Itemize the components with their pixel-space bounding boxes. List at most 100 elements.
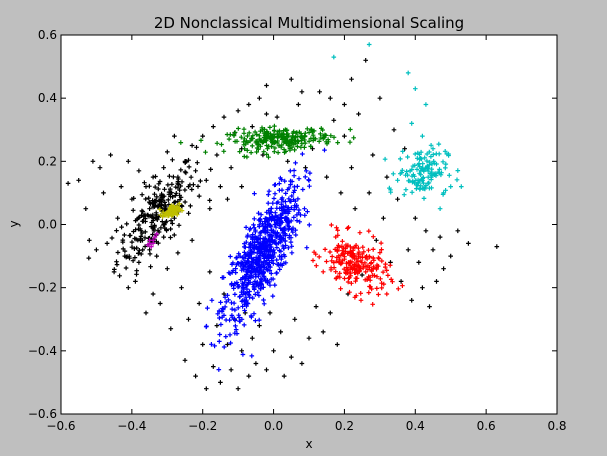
scatter-point: [239, 184, 244, 189]
scatter-point: [229, 313, 235, 318]
y-tick-label: 0.6: [38, 28, 57, 42]
scatter-point: [172, 215, 177, 221]
scatter-point: [152, 191, 157, 197]
scatter-point: [243, 225, 249, 230]
scatter-point: [285, 187, 290, 192]
scatter-point: [179, 285, 184, 290]
scatter-point: [228, 340, 233, 346]
scatter-point: [243, 267, 249, 272]
scatter-point: [261, 262, 266, 268]
scatter-point: [265, 249, 271, 254]
scatter-point: [244, 286, 250, 292]
scatter-point: [253, 361, 259, 366]
scatter-point: [114, 262, 120, 267]
scatter-point: [261, 297, 266, 303]
scatter-point: [268, 264, 273, 270]
scatter-point: [282, 207, 288, 212]
scatter-point: [267, 135, 273, 140]
scatter-point: [402, 146, 407, 151]
scatter-point: [269, 239, 275, 244]
scatter-point: [154, 231, 159, 237]
scatter-point: [417, 157, 422, 162]
scatter-point: [270, 214, 275, 220]
scatter-point: [304, 245, 310, 250]
scatter-point: [371, 234, 376, 239]
scatter-point: [155, 228, 161, 233]
scatter-point: [352, 253, 357, 259]
scatter-point: [332, 247, 338, 252]
scatter-point: [195, 184, 201, 189]
scatter-point: [166, 192, 172, 197]
scatter-point: [367, 278, 373, 283]
scatter-point: [308, 136, 314, 141]
scatter-point: [120, 246, 126, 252]
scatter-point: [293, 160, 298, 166]
scatter-point: [258, 236, 263, 241]
scatter-point: [247, 289, 252, 294]
scatter-point: [129, 244, 135, 250]
scatter-point: [428, 177, 434, 182]
scatter-point: [238, 277, 244, 282]
scatter-point: [233, 266, 238, 271]
scatter-point: [348, 270, 353, 276]
scatter-point: [221, 291, 227, 297]
scatter-point: [193, 373, 198, 379]
scatter-point: [245, 281, 251, 287]
scatter-point: [255, 240, 261, 245]
scatter-point: [429, 166, 434, 172]
scatter-point: [342, 254, 347, 259]
scatter-point: [305, 126, 310, 132]
scatter-point: [289, 144, 295, 150]
scatter-point: [209, 298, 215, 303]
scatter-point: [358, 291, 363, 296]
scatter-point: [236, 251, 241, 256]
scatter-point: [86, 255, 92, 261]
scatter-point: [295, 144, 300, 149]
y-tick-label: 0.2: [38, 154, 57, 168]
scatter-point: [351, 262, 357, 267]
scatter-point: [237, 253, 243, 259]
scatter-point: [427, 304, 432, 309]
scatter-point: [335, 140, 340, 145]
scatter-point: [241, 322, 247, 328]
scatter-point: [225, 293, 230, 298]
scatter-point: [247, 227, 252, 233]
scatter-point: [256, 217, 262, 223]
scatter-point: [334, 225, 339, 230]
scatter-point: [342, 102, 347, 107]
scatter-point: [289, 193, 295, 199]
scatter-point: [161, 222, 166, 228]
scatter-point: [154, 194, 160, 200]
scatter-point: [308, 127, 314, 133]
scatter-point: [310, 132, 316, 138]
scatter-point: [266, 237, 271, 243]
scatter-point: [289, 250, 295, 256]
scatter-point: [354, 264, 360, 269]
scatter-point: [289, 227, 294, 232]
scatter-point: [366, 274, 371, 279]
scatter-point: [175, 185, 181, 191]
scatter-point: [136, 222, 142, 228]
scatter-point: [255, 263, 261, 268]
scatter-point: [222, 295, 228, 300]
scatter-point: [381, 281, 387, 287]
scatter-point: [405, 247, 411, 253]
y-axis: −0.6 −0.4 −0.2 0.0 0.2 0.4 0.6: [28, 28, 557, 421]
scatter-point: [272, 123, 277, 129]
scatter-point: [379, 258, 385, 264]
scatter-point: [272, 250, 277, 256]
scatter-point: [459, 184, 464, 189]
scatter-point: [351, 135, 356, 141]
scatter-point: [308, 144, 313, 149]
scatter-point: [289, 179, 295, 184]
scatter-point: [246, 130, 252, 136]
scatter-point: [214, 323, 220, 328]
scatter-point: [340, 239, 345, 244]
scatter-point: [246, 256, 251, 261]
scatter-point: [280, 198, 286, 204]
scatter-point: [365, 263, 371, 269]
scatter-point: [227, 317, 232, 323]
scatter-point: [328, 267, 334, 273]
scatter-point: [169, 182, 175, 187]
scatter-point: [118, 184, 124, 189]
